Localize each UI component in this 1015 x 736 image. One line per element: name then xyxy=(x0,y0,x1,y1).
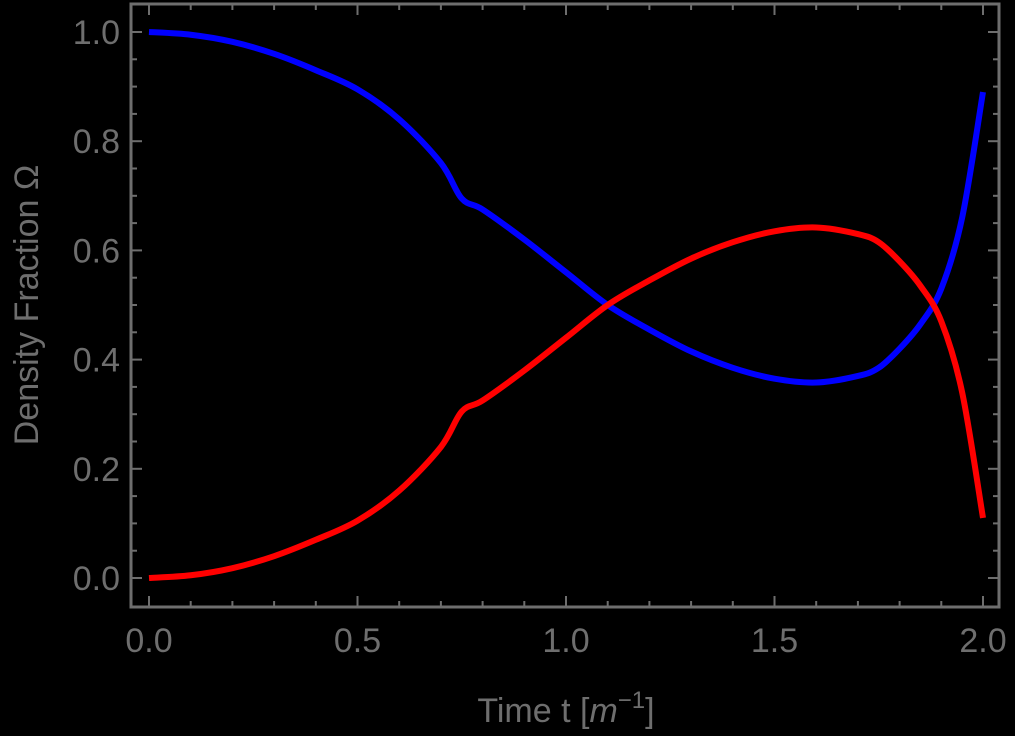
y-tick-label: 0.2 xyxy=(73,451,120,489)
y-tick-label: 1.0 xyxy=(73,14,120,52)
x-tick-label: 2.0 xyxy=(959,622,1006,660)
y-tick-label: 0.4 xyxy=(73,342,120,380)
x-tick-label: 1.5 xyxy=(751,622,798,660)
y-axis-ticks: 0.0 0.2 0.4 0.6 0.8 1.0 xyxy=(73,14,999,598)
x-tick-label: 1.0 xyxy=(542,622,589,660)
x-axis-label: Time t [m−1] xyxy=(477,687,654,730)
series-line-blue xyxy=(148,29,986,386)
series-line-red xyxy=(148,224,986,581)
x-tick-label: 0.0 xyxy=(125,622,172,660)
y-axis-label: Density Fraction Ω xyxy=(8,165,46,446)
y-tick-label: 0.0 xyxy=(73,560,120,598)
x-axis-ticks: 0.0 0.5 1.0 1.5 2.0 xyxy=(125,4,1007,660)
y-tick-label: 0.6 xyxy=(73,232,120,270)
x-axis-label-main: Time t [ xyxy=(477,692,590,730)
data-series xyxy=(148,29,986,581)
x-axis-label-var: m xyxy=(589,692,617,730)
x-axis-label-close: ] xyxy=(645,692,654,730)
x-axis-label-sup: −1 xyxy=(618,687,645,714)
y-tick-label: 0.8 xyxy=(73,123,120,161)
x-tick-label: 0.5 xyxy=(334,622,381,660)
